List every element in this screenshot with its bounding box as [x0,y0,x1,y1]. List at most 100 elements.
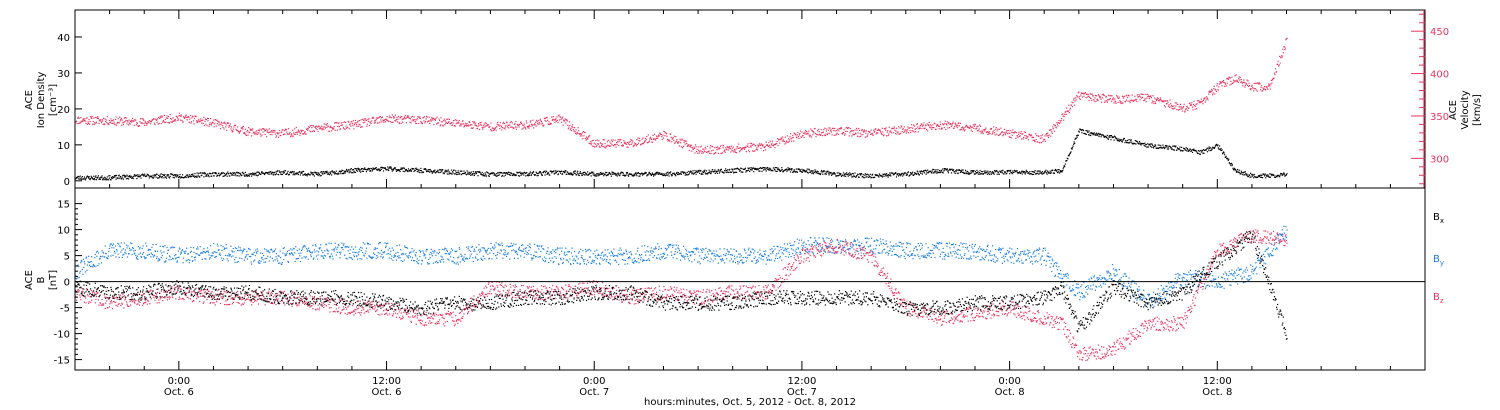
velocity-point [423,116,426,118]
velocity-point [996,130,998,132]
by-point [181,250,183,252]
ion-density-point [117,177,119,179]
velocity-point [842,131,845,134]
ion-density-point [163,175,165,177]
ion-density-point [1022,171,1024,173]
ion-density-point [542,171,544,174]
ion-density-point [820,173,822,175]
velocity-point [342,127,345,129]
velocity-point [1228,76,1230,78]
velocity-point [1245,82,1247,84]
by-point [168,259,170,261]
ion-density-point [422,171,425,173]
ion-density-point [958,169,960,171]
velocity-point [998,128,1000,130]
ion-density-point [1250,176,1252,178]
by-point [80,260,82,262]
ion-density-point [1222,153,1224,155]
ion-density-point [111,176,114,178]
ion-density-point [1109,135,1111,137]
ion-density-point [1154,144,1156,146]
ion-density-point [689,171,691,174]
velocity-point [377,117,379,119]
ion-density-point [455,172,457,174]
velocity-point [1089,96,1091,98]
ion-density-point [1069,152,1071,154]
velocity-point [601,145,603,148]
velocity-point [175,120,177,122]
by-point [92,266,94,268]
velocity-point [293,133,295,135]
velocity-point [911,130,913,132]
ion-density-point [700,169,702,172]
ion-density-point [382,167,384,169]
velocity-point [1182,110,1184,112]
velocity-point [126,120,129,122]
velocity-point [608,145,610,147]
ion-density-point [179,173,181,176]
velocity-point [929,126,931,128]
velocity-point [1093,99,1095,101]
velocity-point [302,130,304,132]
velocity-point [851,130,853,132]
velocity-point [259,133,261,135]
velocity-point [531,125,533,127]
ion-density-point [365,168,367,170]
velocity-point [567,124,569,126]
ion-density-point [1188,150,1190,152]
velocity-point [430,120,432,122]
ion-density-point [1226,157,1228,159]
velocity-point [193,117,196,120]
velocity-point [1104,101,1106,103]
ion-density-point [201,174,203,176]
ion-density-point [941,170,943,172]
velocity-point [1186,106,1188,108]
velocity-point [417,116,419,118]
velocity-point [806,132,808,134]
velocity-point [743,147,745,149]
ion-density-point [750,169,752,171]
velocity-point [500,126,502,128]
velocity-point [144,120,146,122]
velocity-point [759,144,762,146]
ion-density-point [454,173,456,175]
ion-density-point [794,170,796,172]
by-point [88,262,90,264]
ion-density-point [604,173,606,175]
ion-density-point [268,171,270,173]
by-point [90,266,92,268]
velocity-point [507,124,509,126]
ion-density-point [234,172,236,174]
ion-density-point [615,173,617,175]
ion-density-point [458,172,460,174]
by-point [122,254,124,256]
ion-density-point [1174,146,1176,148]
ion-density-point [1150,143,1152,145]
ion-density-point [182,174,184,176]
velocity-point [661,138,663,141]
ion-density-point [579,171,581,173]
velocity-point [1072,102,1074,104]
velocity-point [311,130,313,132]
ion-density-point [952,169,954,172]
velocity-point [645,139,647,141]
ion-density-point [462,172,465,175]
by-point [204,258,206,260]
ion-density-point [91,177,93,179]
ion-density-point [845,175,847,177]
velocity-point [1061,118,1063,120]
velocity-point [290,134,292,136]
velocity-point [909,130,911,132]
ion-density-point [538,172,540,174]
ion-density-point [833,173,835,175]
velocity-point [277,133,279,135]
velocity-point [366,125,368,127]
velocity-point [514,126,516,128]
ion-density-point [1269,173,1271,175]
ion-density-point [253,172,255,174]
velocity-point [827,129,830,131]
velocity-point [400,116,402,118]
velocity-point [159,115,161,117]
ion-density-point [1211,148,1213,150]
velocity-point [683,145,685,147]
